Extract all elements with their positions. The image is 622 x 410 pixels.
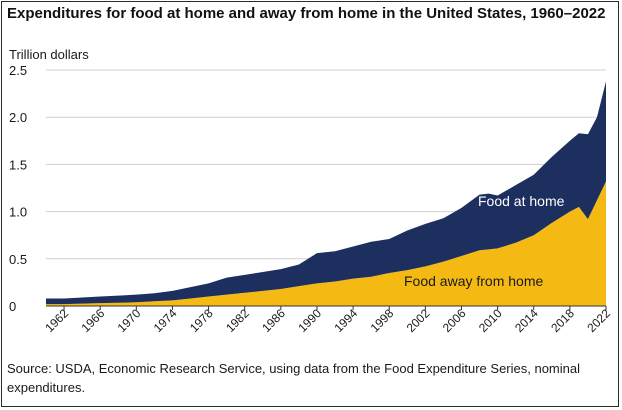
y-tick-label: 1.5 <box>9 157 27 172</box>
y-tick-label: 2.0 <box>9 110 27 125</box>
area-food-away-from-home <box>46 181 606 306</box>
x-tick-label: 2022 <box>584 306 613 335</box>
source-note: Source: USDA, Economic Research Service,… <box>7 361 580 395</box>
y-axis-label: Trillion dollars <box>9 47 89 62</box>
x-tick-label: 1970 <box>115 306 144 335</box>
x-tick-label: 2018 <box>548 306 577 335</box>
chart-title: Expenditures for food at home and away f… <box>7 5 606 22</box>
x-tick-label: 1998 <box>368 306 397 335</box>
annotation-food-at-home: Food at home <box>478 193 565 209</box>
y-tick-label: 2.5 <box>9 63 27 78</box>
x-tick-label: 1974 <box>151 306 180 335</box>
y-tick-label: 0.5 <box>9 252 27 267</box>
stacked-areas <box>46 81 606 306</box>
x-tick-label: 2014 <box>512 306 541 335</box>
annotations: Food at home Food away from home <box>404 193 565 289</box>
x-tick-label: 1986 <box>259 306 288 335</box>
x-tick-label: 2002 <box>404 306 433 335</box>
annotation-food-away-from-home: Food away from home <box>404 273 543 289</box>
area-chart: Trillion dollars 0 0.5 1.0 1.5 2.0 2.5 1962 1966… <box>9 47 613 335</box>
y-tick-label: 0 <box>9 299 16 314</box>
area-food-at-home <box>46 81 606 305</box>
x-tick-label: 1990 <box>295 306 324 335</box>
x-tick-label: 2006 <box>440 306 469 335</box>
x-tick-label: 1978 <box>187 306 216 335</box>
x-tick-label: 1994 <box>331 306 360 335</box>
x-tick-label: 1962 <box>42 306 71 335</box>
x-tick-label: 1966 <box>79 306 108 335</box>
x-tick-label: 1982 <box>223 306 252 335</box>
x-tick-label: 2010 <box>476 306 505 335</box>
y-tick-label: 1.0 <box>9 205 27 220</box>
